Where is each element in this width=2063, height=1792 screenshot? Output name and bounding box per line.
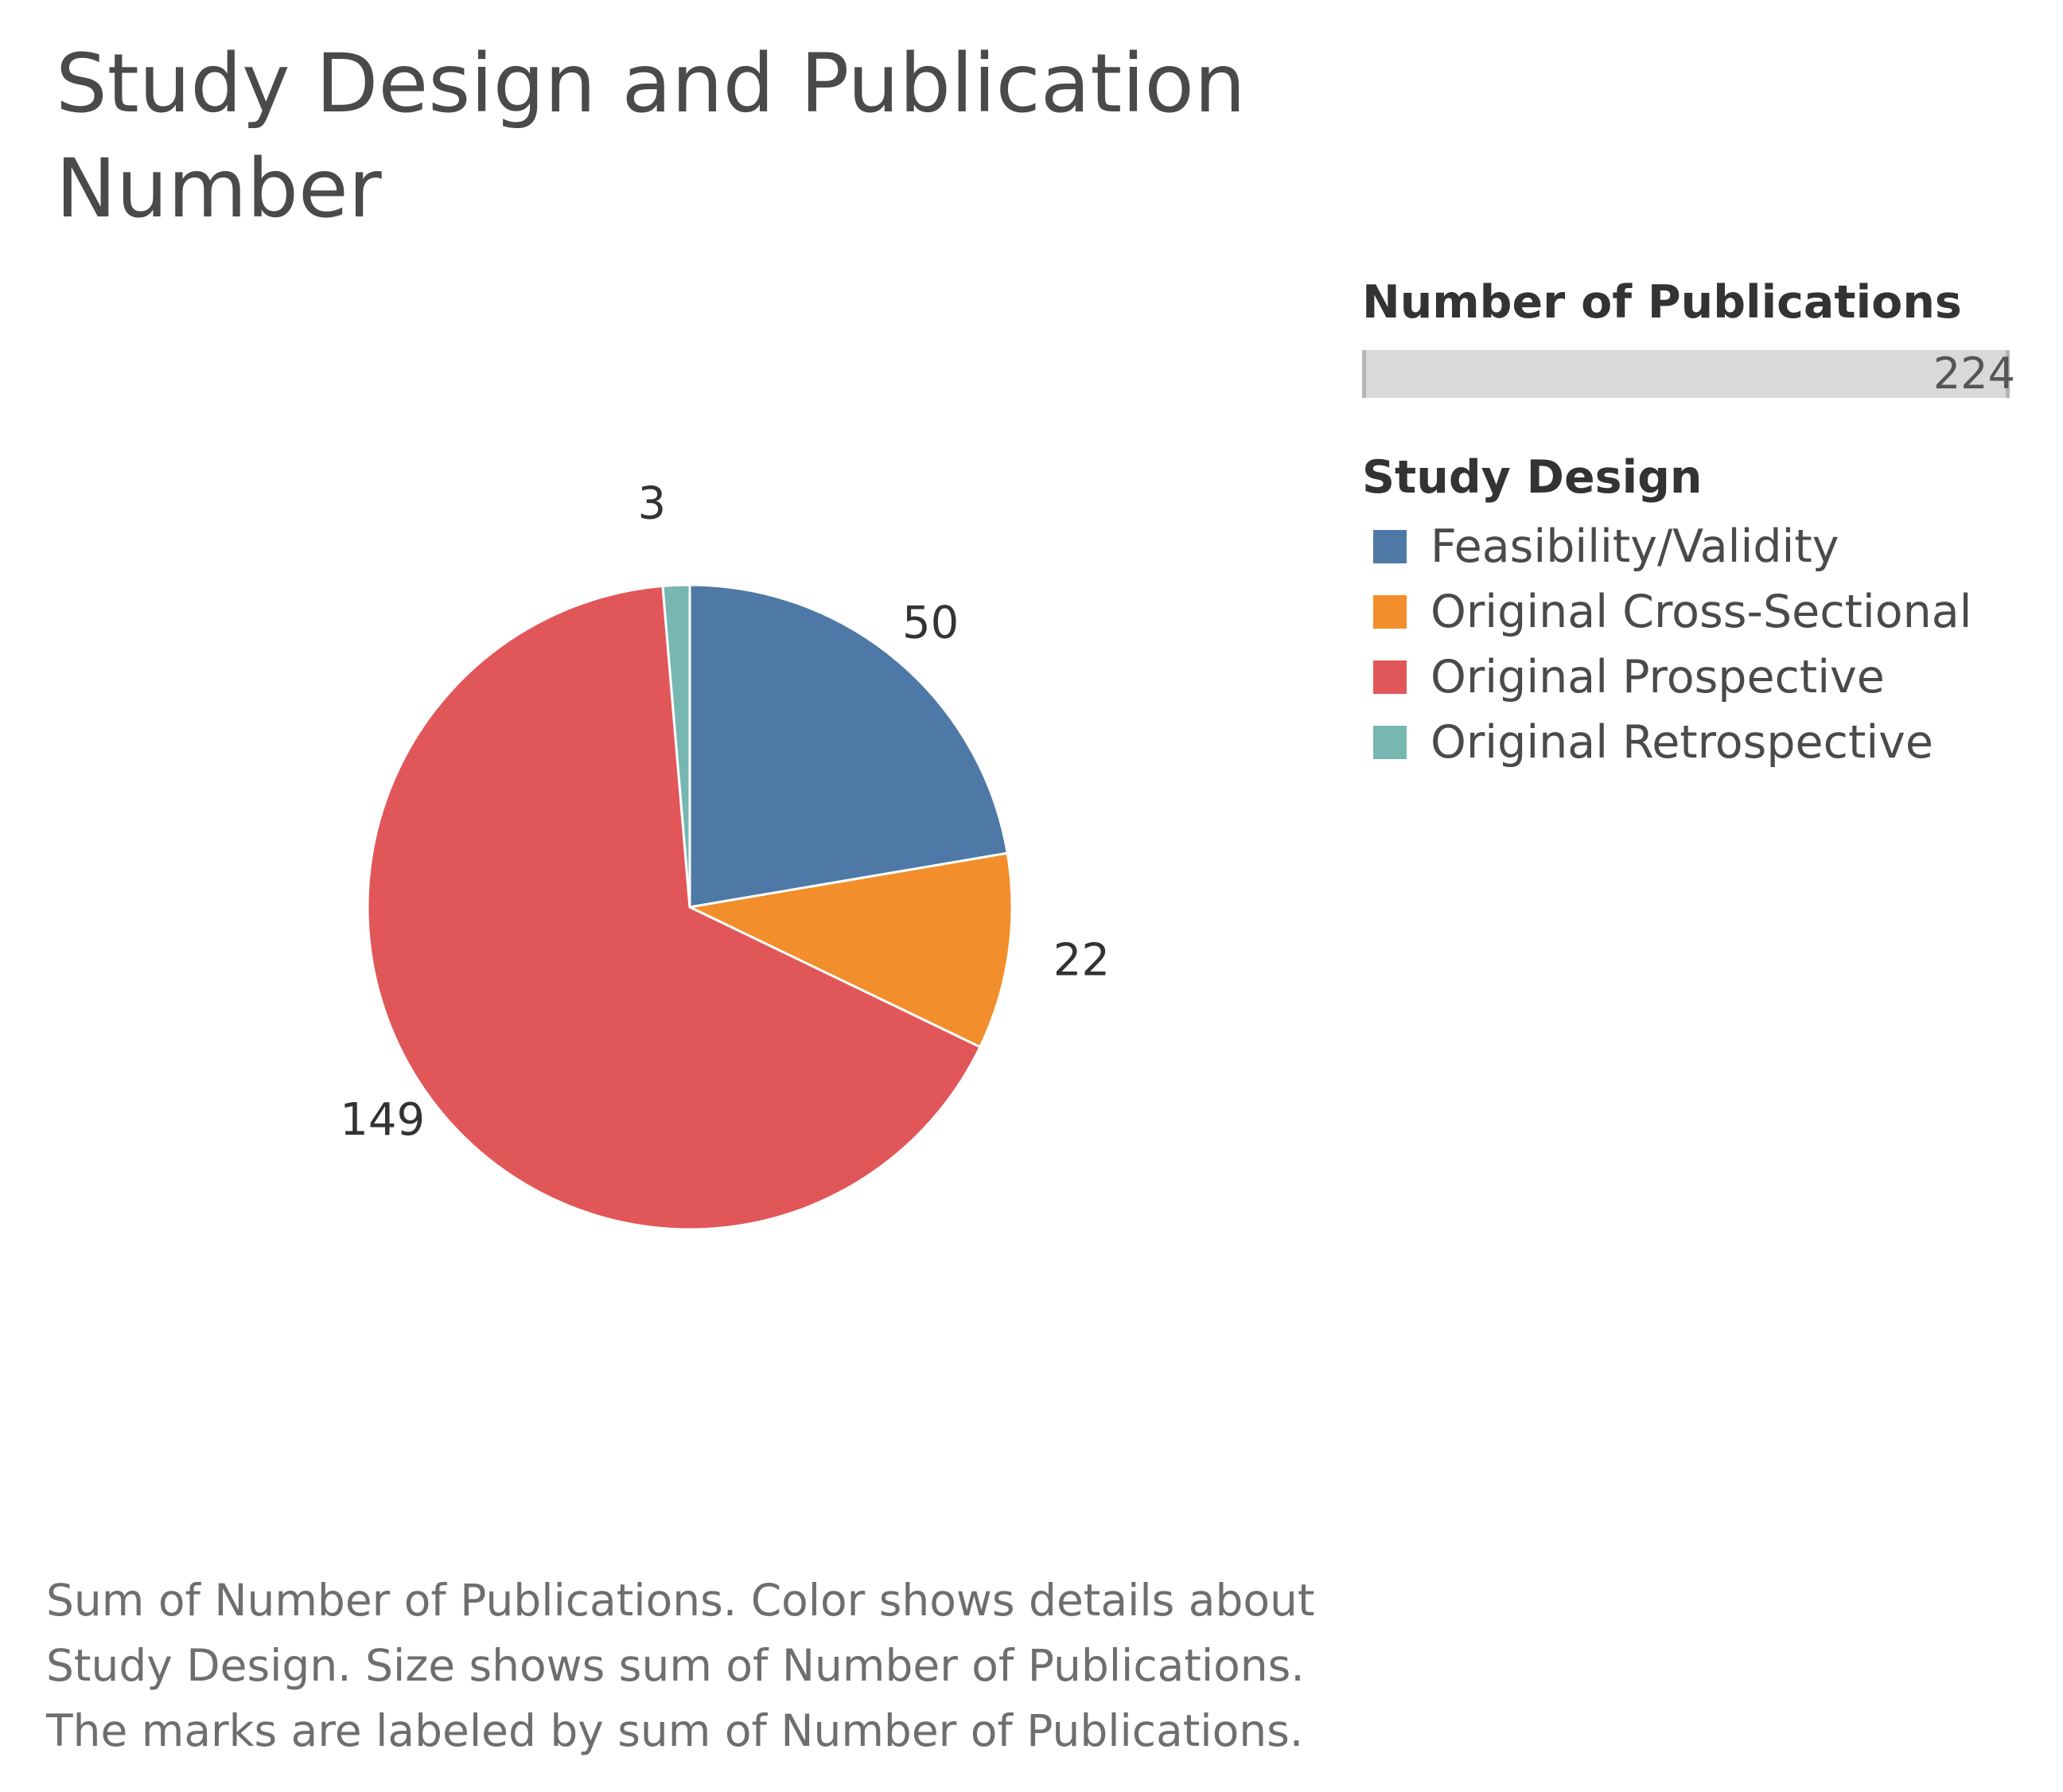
- pie-slice-feasibility-validity[interactable]: [688, 583, 1010, 909]
- pie-slice-original-retrospective[interactable]: [661, 583, 691, 908]
- legend-swatch-original-prospective: [1373, 660, 1407, 694]
- legend-swatch-feasibility-validity: [1373, 530, 1407, 563]
- legend: Number of Publications 224 Study Design …: [1362, 271, 2046, 775]
- legend-item-feasibility-validity[interactable]: Feasibility/Validity: [1362, 514, 2046, 579]
- legend-swatch-original-retrospective: [1373, 726, 1407, 759]
- legend-label-original-retrospective: Original Retrospective: [1430, 716, 1933, 769]
- pie-label-feasibility-validity: 50: [902, 598, 959, 649]
- chart-caption: Sum of Number of Publications. Color sho…: [46, 1575, 1315, 1756]
- pie-slice-original-prospective[interactable]: [366, 584, 982, 1231]
- pie-label-original-cross-sectional: 22: [1053, 935, 1110, 987]
- legend-swatch-original-cross-sectional: [1373, 595, 1407, 629]
- color-legend-title: Study Design: [1362, 451, 1703, 504]
- pie-label-original-retrospective: 3: [637, 477, 666, 529]
- pie-slice-original-cross-sectional[interactable]: [686, 851, 1014, 1049]
- pie-chart-area: 50 22 149 3: [340, 477, 1110, 1231]
- pie-label-original-prospective: 149: [340, 1094, 425, 1146]
- size-legend-bar: 224: [1362, 350, 2015, 398]
- legend-label-original-prospective: Original Prospective: [1430, 651, 1885, 703]
- legend-label-original-cross-sectional: Original Cross-Sectional: [1430, 586, 1972, 638]
- legend-item-original-retrospective[interactable]: Original Retrospective: [1362, 710, 2046, 775]
- pie-chart: 50 22 149 3: [340, 477, 1110, 1231]
- legend-label-feasibility-validity: Feasibility/Validity: [1430, 520, 1839, 573]
- size-legend-max-value: 224: [1933, 349, 2015, 399]
- color-legend-list: Feasibility/Validity Original Cross-Secti…: [1362, 514, 2046, 775]
- size-legend-title: Number of Publications: [1362, 276, 1962, 329]
- chart-title: Study Design and Publication Number: [56, 37, 1246, 236]
- legend-item-original-cross-sectional[interactable]: Original Cross-Sectional: [1362, 579, 2046, 645]
- legend-item-original-prospective[interactable]: Original Prospective: [1362, 645, 2046, 710]
